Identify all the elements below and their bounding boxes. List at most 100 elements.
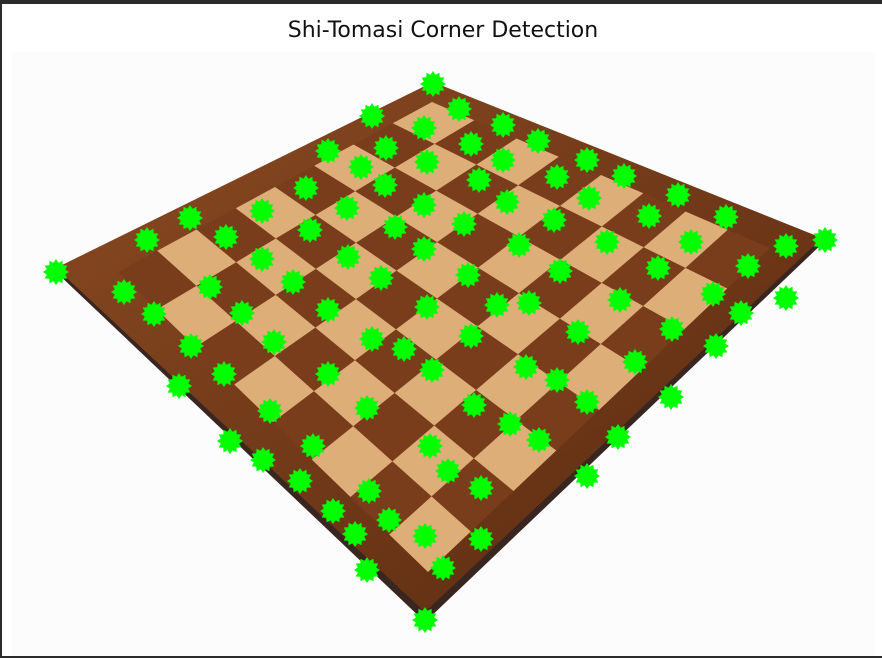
light-square (157, 229, 237, 286)
corner-marker (544, 164, 570, 190)
corner-marker (111, 279, 137, 305)
corner-marker (611, 163, 637, 189)
corner-marker (411, 115, 437, 141)
corner-marker (354, 557, 380, 583)
corner-marker (280, 269, 306, 295)
light-square (392, 425, 474, 497)
corner-marker (735, 253, 761, 279)
corner-marker (506, 232, 532, 258)
corner-marker (372, 172, 398, 198)
corner-marker (335, 244, 361, 270)
corner-marker (812, 227, 838, 253)
corner-marker (659, 316, 685, 342)
corner-marker (435, 458, 461, 484)
corner-marker (334, 195, 360, 221)
corner-marker (250, 447, 276, 473)
corner-marker (728, 300, 754, 326)
corner-marker (411, 236, 437, 262)
corner-marker (249, 246, 275, 272)
corner-marker (300, 433, 326, 459)
corner-marker (636, 203, 662, 229)
corner-marker (166, 373, 192, 399)
corner-marker (490, 147, 516, 173)
light-square (643, 267, 728, 329)
corner-marker (420, 71, 446, 97)
corner-marker (229, 300, 255, 326)
corner-marker (645, 255, 671, 281)
corner-marker (211, 361, 237, 387)
corner-marker (249, 198, 275, 224)
corner-marker (348, 154, 374, 180)
light-square (235, 294, 316, 357)
corner-marker (547, 258, 573, 284)
corner-marker (177, 205, 203, 231)
corner-marker (293, 175, 319, 201)
light-square (477, 185, 560, 237)
corner-marker (605, 424, 631, 450)
corner-marker (446, 96, 472, 122)
corner-marker (213, 224, 239, 250)
corner-marker (703, 333, 729, 359)
corner-marker (574, 463, 600, 489)
corner-marker (359, 103, 385, 129)
corner-marker (261, 329, 287, 355)
corner-marker (412, 523, 438, 549)
corner-marker (342, 521, 368, 547)
corner-marker (658, 384, 684, 410)
corner-marker (315, 361, 341, 387)
corner-marker (665, 182, 691, 208)
corner-marker (461, 392, 487, 418)
corner-marker (541, 207, 567, 233)
corner-marker (414, 294, 440, 320)
light-square (311, 426, 393, 497)
corner-marker (43, 259, 69, 285)
corner-marker (497, 411, 523, 437)
light-square (396, 298, 478, 360)
corner-marker (773, 233, 799, 259)
corner-marker (356, 478, 382, 504)
corner-marker (622, 349, 648, 375)
corner-marker (484, 292, 510, 318)
corner-marker (574, 147, 600, 173)
corner-marker (678, 229, 704, 255)
corner-marker (417, 433, 443, 459)
light-square (478, 236, 561, 294)
corner-marker (368, 265, 394, 291)
corner-marker (525, 128, 551, 154)
light-square (476, 354, 559, 421)
corner-marker (141, 301, 167, 327)
figure-title: Shi-Tomasi Corner Detection (287, 18, 599, 43)
corner-marker (516, 290, 542, 316)
corner-marker (297, 217, 323, 243)
corner-marker (315, 297, 341, 323)
corner-marker (494, 189, 520, 215)
corner-marker (455, 262, 481, 288)
light-square (560, 175, 644, 227)
corner-marker (490, 112, 516, 138)
corner-marker (430, 555, 456, 581)
corner-marker (713, 204, 739, 230)
corner-marker (414, 149, 440, 175)
light-square (560, 226, 644, 283)
corner-marker (320, 498, 346, 524)
corner-marker (178, 333, 204, 359)
corner-marker (257, 398, 283, 424)
corner-marker (373, 135, 399, 161)
corner-marker (773, 285, 799, 311)
corner-marker (134, 227, 160, 253)
corner-marker (574, 389, 600, 415)
corner-markers (43, 71, 838, 633)
corner-marker (354, 395, 380, 421)
corner-marker (315, 138, 341, 164)
corner-marker (576, 185, 602, 211)
corner-marker (466, 167, 492, 193)
corner-marker (526, 427, 552, 453)
corner-marker (544, 367, 570, 393)
corner-marker (468, 526, 494, 552)
corner-marker (565, 319, 591, 345)
corner-marker (411, 192, 437, 218)
corner-marker (197, 274, 223, 300)
corner-marker (419, 357, 445, 383)
corner-marker (458, 323, 484, 349)
